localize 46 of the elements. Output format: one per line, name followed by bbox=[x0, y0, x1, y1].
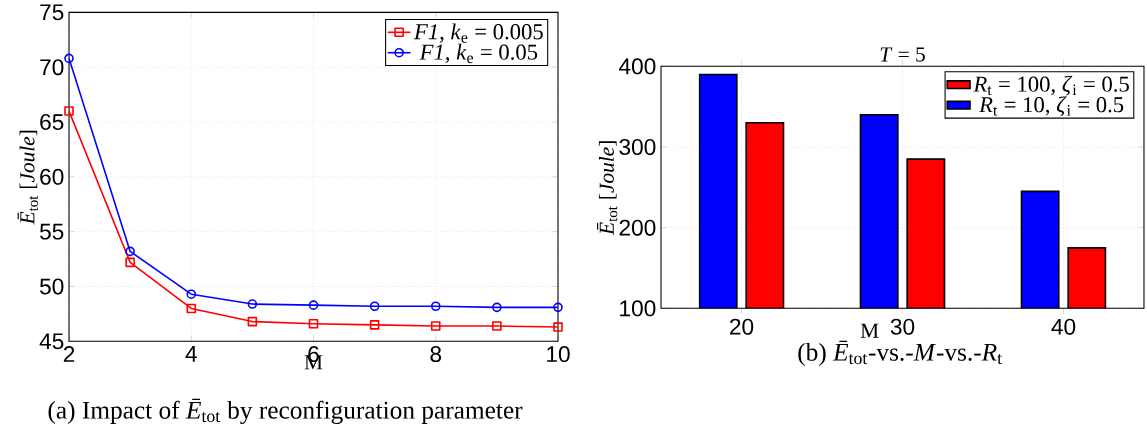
legend-label: R$_{t}$ = 10, ζ$_{i}$ = 0.5 bbox=[978, 96, 1124, 116]
point bbox=[492, 302, 502, 312]
y-tick-label: 55 bbox=[39, 223, 64, 240]
y-axis-title: Ē$_{tot}$ [Joule] bbox=[17, 130, 38, 225]
y-tick-label: 75 bbox=[40, 4, 64, 21]
x-tick-label: 20 bbox=[730, 318, 754, 335]
point bbox=[186, 303, 197, 314]
y-tick-label: 300 bbox=[619, 138, 656, 155]
x-tick-label: 4 bbox=[185, 345, 197, 362]
point bbox=[553, 322, 563, 332]
y-tick-label: 45 bbox=[39, 333, 64, 350]
legend-label: F1, k$_{e}$ = 0.05 bbox=[419, 43, 538, 64]
point bbox=[553, 302, 563, 312]
point bbox=[186, 289, 197, 299]
y-tick-label: 400 bbox=[619, 58, 656, 75]
legend-label: F1, k$_{e}$ = 0.005 bbox=[413, 23, 543, 43]
y-tick-label: 100 bbox=[620, 300, 656, 317]
point bbox=[369, 319, 380, 330]
point bbox=[430, 321, 441, 331]
x-tick-label: 30 bbox=[890, 318, 915, 335]
chart-title: T = 5 bbox=[880, 47, 925, 62]
text: (a) Impact of Ē$_{tot}$ by reconfiguration parameter bbox=[48, 398, 523, 424]
text: (b) Ē$_{tot}$-vs.-M-vs.-R$_{t}$ bbox=[798, 340, 1002, 366]
point bbox=[369, 301, 380, 311]
point bbox=[125, 246, 135, 257]
x-tick-label: 2 bbox=[63, 345, 75, 362]
point bbox=[125, 257, 135, 268]
point bbox=[308, 318, 319, 329]
point bbox=[64, 106, 74, 116]
y-tick-label: 70 bbox=[40, 58, 64, 76]
y-tick-label: 50 bbox=[39, 278, 64, 295]
y-tick-label: 60 bbox=[40, 168, 64, 185]
y-tick-label: 200 bbox=[619, 219, 656, 236]
legend-label: R$_{t}$ = 100, ζ$_{i}$ = 0.5 bbox=[973, 75, 1129, 96]
point bbox=[308, 300, 319, 310]
point bbox=[247, 316, 258, 327]
x-axis-title: M bbox=[860, 323, 879, 338]
x-tick-label: 40 bbox=[1051, 318, 1076, 335]
point bbox=[430, 301, 441, 311]
point bbox=[247, 299, 258, 309]
y-tick-label: 65 bbox=[40, 113, 64, 130]
y-axis-title: Ē$_{tot}$ [Joule] bbox=[597, 141, 618, 236]
x-tick-label: 8 bbox=[430, 345, 442, 362]
point bbox=[492, 321, 502, 331]
point bbox=[64, 53, 74, 64]
x-tick-label: 10 bbox=[547, 345, 570, 362]
